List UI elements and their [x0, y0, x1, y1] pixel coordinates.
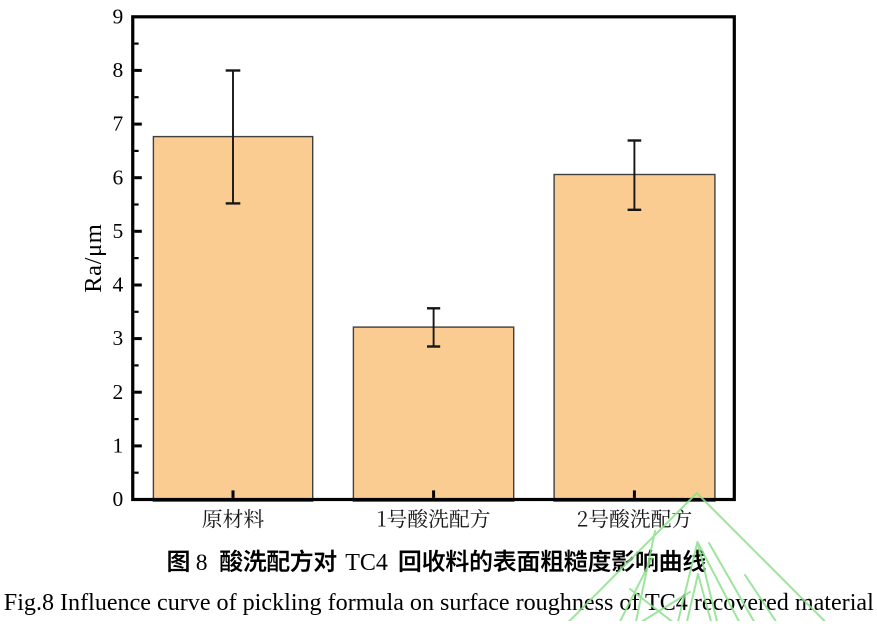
svg-text:TC4: TC4 — [345, 550, 388, 576]
svg-text:4: 4 — [113, 273, 124, 297]
svg-text:5: 5 — [113, 219, 124, 243]
svg-text:2: 2 — [113, 380, 124, 404]
svg-text:Ra/μm: Ra/μm — [80, 224, 107, 293]
svg-text:1: 1 — [113, 434, 124, 458]
svg-text:6: 6 — [113, 165, 124, 189]
svg-text:8: 8 — [113, 58, 124, 82]
svg-text:7: 7 — [113, 112, 124, 136]
svg-text:3: 3 — [113, 326, 124, 350]
svg-text:9: 9 — [113, 4, 124, 28]
svg-text:8: 8 — [196, 550, 208, 576]
svg-text:0: 0 — [113, 487, 124, 511]
